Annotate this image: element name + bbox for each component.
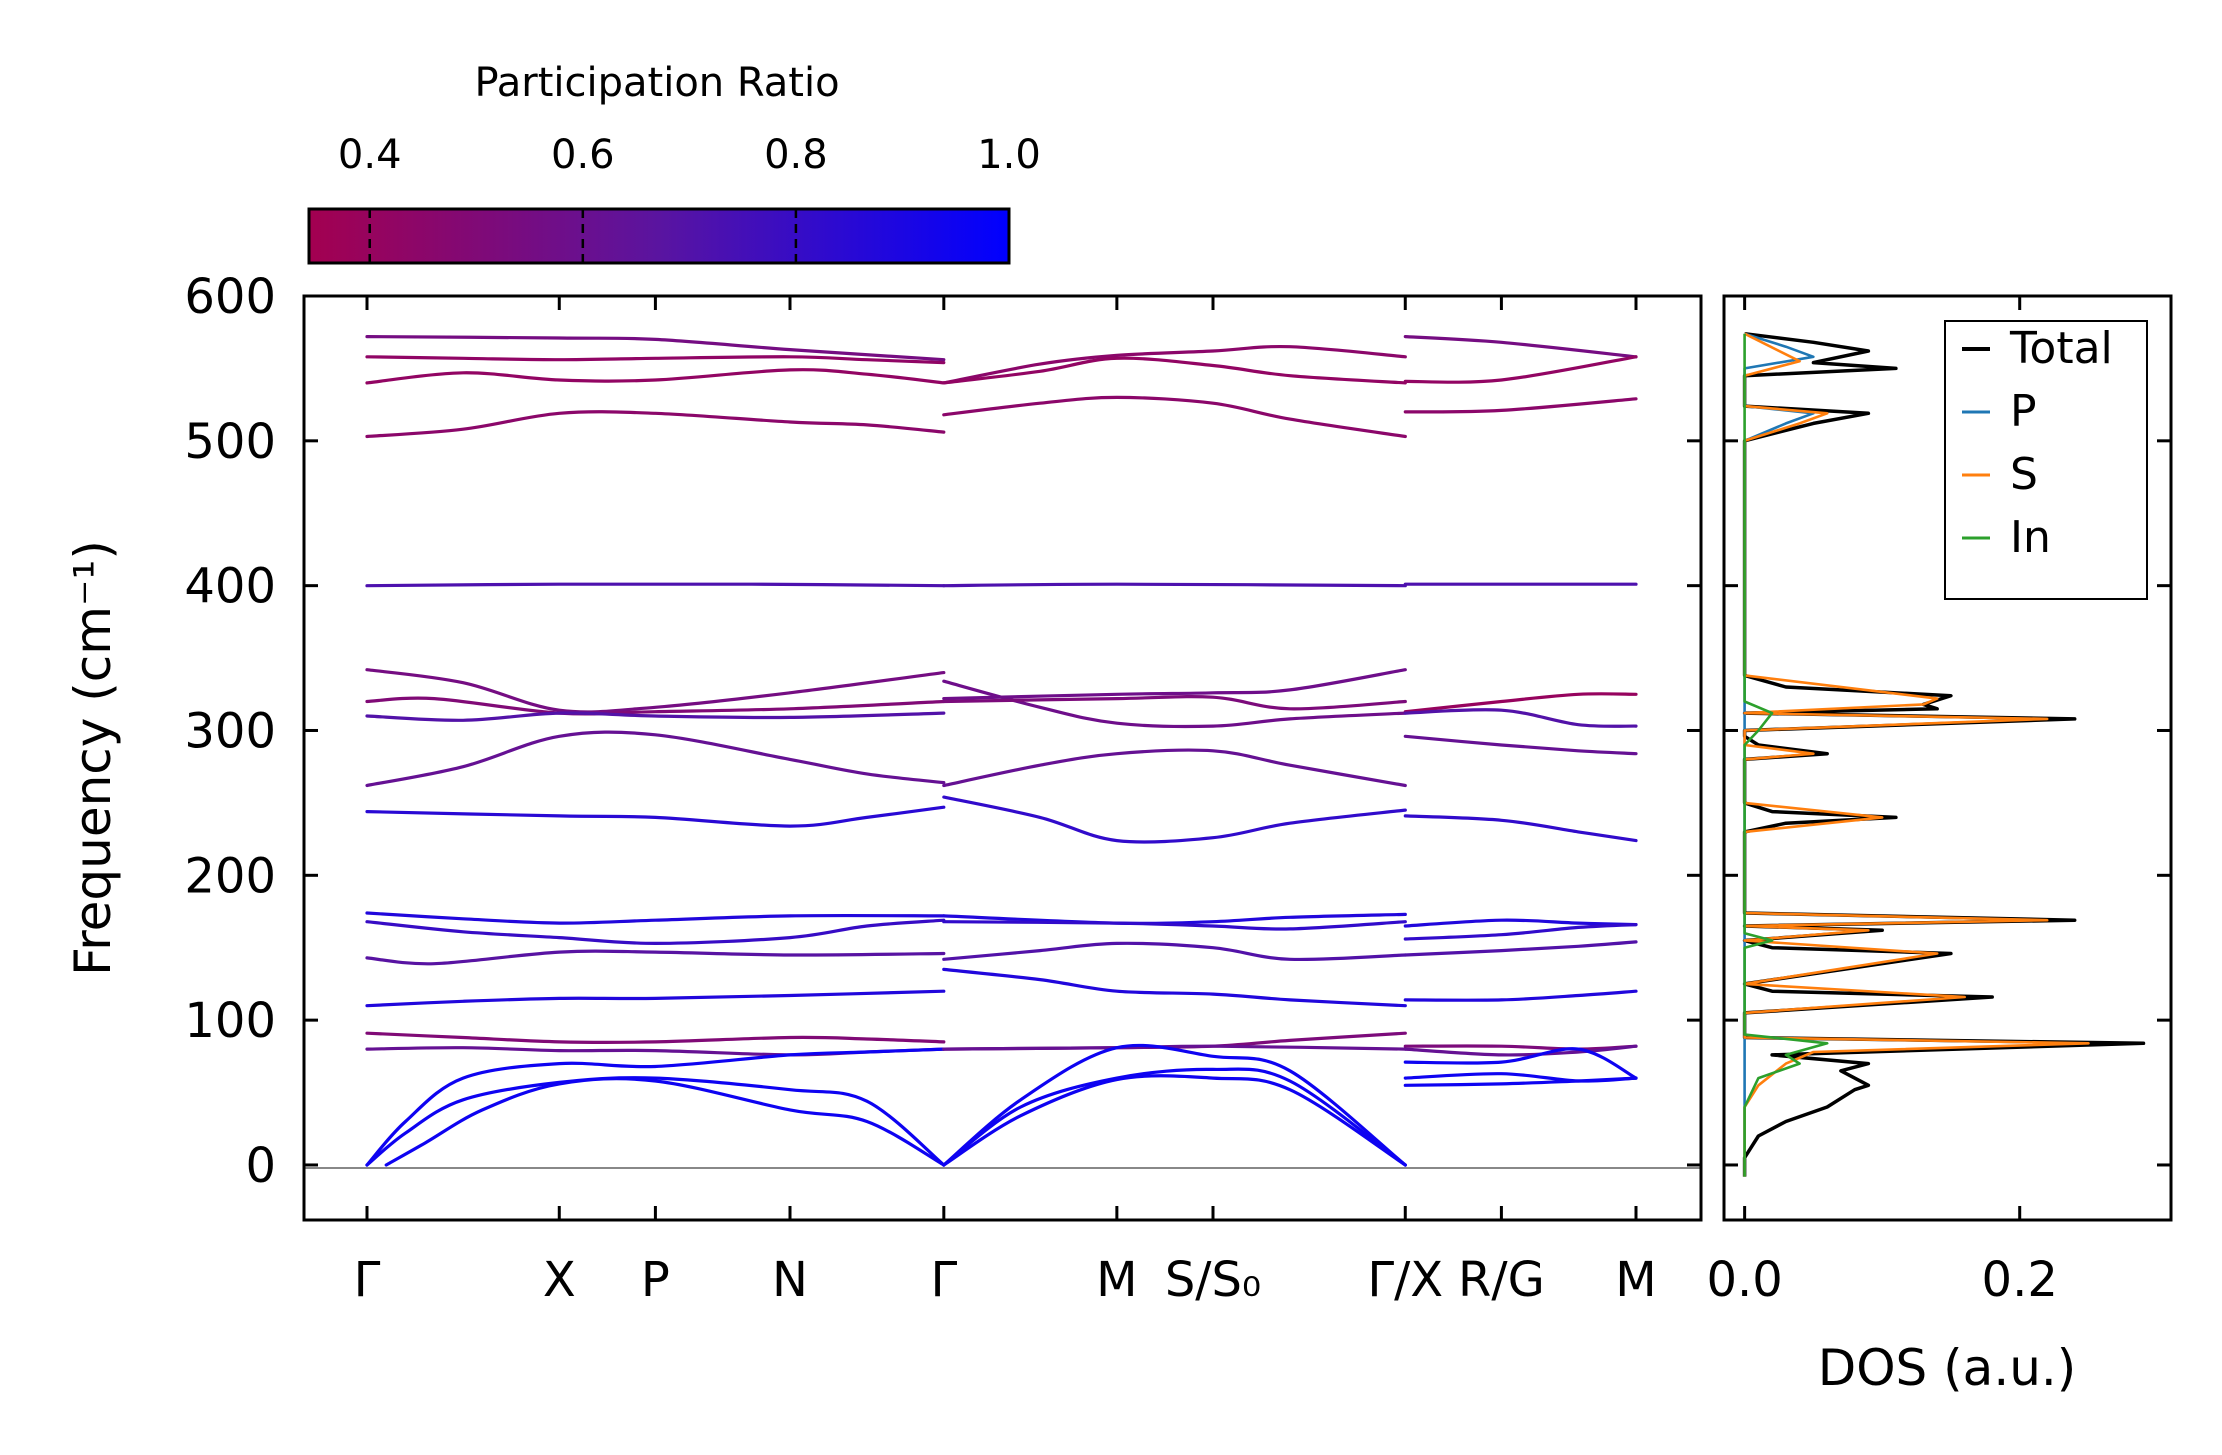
path-label: P — [641, 1252, 670, 1308]
band-x-ticks: Γ X P N Γ M S/S₀ Γ/X R/G M — [354, 296, 1657, 1308]
phonon-branch — [1403, 1076, 1638, 1087]
phonon-branch — [942, 679, 1407, 729]
dos-panel: 0.0 0.2 DOS (a.u.) Total PS In — [1706, 294, 2173, 1397]
dos-x-axis-title: DOS (a.u.) — [1818, 1339, 2077, 1397]
phonon-branch — [365, 949, 946, 966]
dos-legend: Total PS In — [1944, 320, 2148, 600]
phonon-bands — [365, 335, 1638, 1167]
dos-ticks: 0.0 0.2 — [1706, 294, 2171, 1308]
phonon-branch — [365, 918, 946, 946]
dos-x-tick-label: 0.2 — [1982, 1252, 2058, 1308]
colorbar-tick-label: 1.0 — [977, 132, 1041, 178]
phonon-branch — [942, 748, 1407, 788]
phonon-branch — [942, 912, 1407, 926]
legend-label: S — [2010, 449, 2038, 500]
colorbar-title: Participation Ratio — [474, 60, 839, 106]
colorbar-ticks: 0.4 0.6 0.8 1.0 — [338, 132, 1041, 263]
y-tick-label: 400 — [184, 559, 276, 615]
phonon-branch — [1403, 918, 1638, 928]
dos-curves — [1742, 331, 2146, 1177]
path-label: Γ — [930, 1252, 957, 1308]
path-label: R/G — [1458, 1252, 1545, 1308]
legend-label: Total — [2009, 323, 2113, 374]
phonon-branch — [365, 355, 946, 365]
dos-curve-s — [1743, 332, 2090, 1177]
band-y-ticks: 0 100 200 300 400 500 600 — [184, 269, 1701, 1194]
phonon-branch — [942, 1067, 1407, 1167]
phonon-branch — [1403, 989, 1638, 1002]
phonon-branch — [365, 668, 946, 714]
path-label: N — [772, 1252, 808, 1308]
path-label: Γ/X — [1367, 1252, 1443, 1308]
phonon-branch — [1403, 940, 1638, 957]
phonon-branch — [1403, 355, 1638, 384]
phonon-branch — [1403, 708, 1638, 728]
phonon-branch — [365, 730, 946, 788]
colorbar-tick-label: 0.4 — [338, 132, 402, 178]
band-structure-panel: 0 100 200 300 400 500 600 Γ X P N Γ M S/S₀ Γ/X R/G M Fr… — [64, 269, 1703, 1308]
colorbar-tick-label: 0.6 — [551, 132, 615, 178]
phonon-branch — [942, 344, 1407, 385]
phonon-branch — [1403, 923, 1638, 941]
phonon-branch — [1403, 1047, 1638, 1080]
dos-axes-frame — [1722, 294, 2173, 1222]
dos-curve-in — [1743, 333, 1829, 1177]
phonon-branch — [1403, 692, 1638, 714]
phonon-branch — [365, 911, 946, 925]
phonon-branch — [365, 1076, 946, 1167]
path-label: X — [543, 1252, 576, 1308]
dos-curve-total — [1742, 331, 2146, 1177]
phonon-branch — [365, 989, 946, 1008]
path-label: Γ — [354, 1252, 381, 1308]
phonon-branch — [1403, 814, 1638, 843]
colorbar-tick-label: 0.8 — [764, 132, 828, 178]
legend-items: Total PS In — [1962, 323, 2113, 563]
phonon-branch — [942, 795, 1407, 844]
y-tick-label: 100 — [184, 993, 276, 1049]
colorbar-gradient — [307, 207, 1011, 265]
path-label: M — [1096, 1252, 1137, 1308]
phonon-branch — [942, 668, 1407, 701]
phonon-branch — [365, 1031, 946, 1045]
phonon-branch — [365, 368, 946, 385]
phonon-branch — [365, 335, 946, 362]
phonon-branch — [942, 920, 1407, 931]
y-tick-label: 500 — [184, 414, 276, 470]
phonon-branch — [942, 1074, 1407, 1167]
phonon-branch — [1403, 734, 1638, 756]
band-axes-frame — [302, 294, 1703, 1222]
phonon-branch — [365, 696, 946, 716]
phonon-branch — [942, 967, 1407, 1008]
phonon-branch — [1403, 335, 1638, 359]
legend-label: P — [2010, 386, 2037, 437]
phonon-branch — [942, 356, 1407, 385]
phonon-branch — [942, 1043, 1407, 1167]
y-tick-label: 0 — [245, 1138, 276, 1194]
phonon-branch — [942, 941, 1407, 962]
phonon-branch — [942, 395, 1407, 439]
y-tick-label: 200 — [184, 848, 276, 904]
dos-x-tick-label: 0.0 — [1706, 1252, 1782, 1308]
phonon-branch — [1403, 397, 1638, 414]
phonon-branch — [942, 582, 1407, 588]
path-label: M — [1615, 1252, 1656, 1308]
phonon-branch — [365, 582, 946, 588]
phonon-branch — [365, 410, 946, 439]
phonon-branch — [384, 1077, 946, 1167]
legend-box — [1944, 320, 2148, 600]
y-axis-title: Frequency (cm⁻¹) — [64, 540, 122, 976]
path-label: S/S₀ — [1165, 1252, 1261, 1308]
phonon-branch — [365, 711, 946, 722]
phonon-branch — [365, 1047, 946, 1167]
phonon-branch — [365, 805, 946, 828]
y-tick-label: 300 — [184, 703, 276, 759]
phonon-branch — [942, 695, 1407, 711]
colorbar: Participation Ratio 0.4 0.6 0.8 1.0 — [307, 60, 1041, 265]
legend-label: In — [2010, 512, 2051, 563]
y-tick-label: 600 — [184, 269, 276, 325]
